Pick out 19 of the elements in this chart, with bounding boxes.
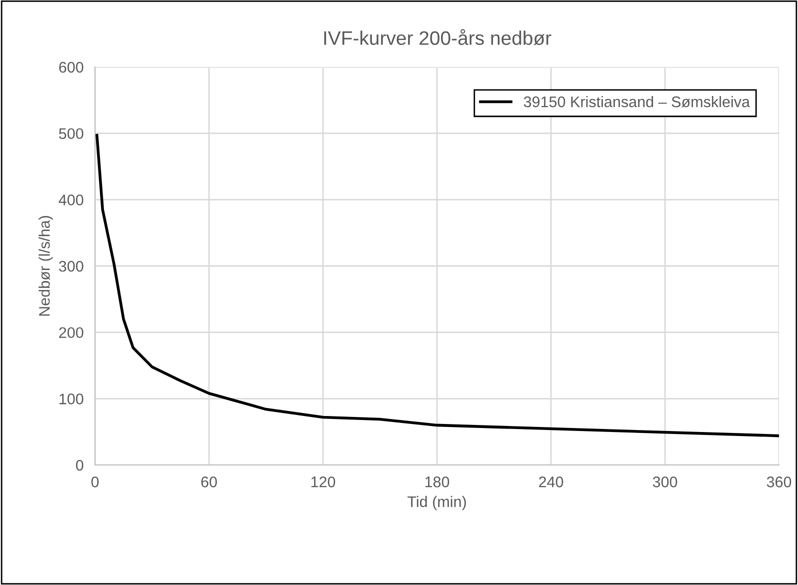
- line-series: [96, 134, 779, 438]
- x-tick-label: 240: [539, 476, 564, 488]
- x-tick-label: 180: [425, 476, 450, 488]
- x-tick-label: 300: [652, 476, 678, 488]
- x-axis-title: Tid (min): [408, 496, 466, 510]
- legend-label: 39150 Kristiansand – Sømskleiva: [524, 96, 750, 108]
- y-tick-label: 100: [60, 394, 84, 404]
- x-tick-label: 60: [201, 476, 217, 488]
- chart-title: IVF-kurver 200-års nedbør: [324, 29, 552, 46]
- y-tick-label: 0: [76, 460, 84, 471]
- y-tick-label: 200: [59, 327, 84, 338]
- x-tick-label: 0: [91, 476, 99, 488]
- y-tick-label: 400: [58, 194, 84, 206]
- x-tick-label: 120: [311, 476, 336, 488]
- y-tick-label: 600: [59, 62, 84, 73]
- y-tick-label: 500: [59, 128, 84, 140]
- x-tick-label: 360: [766, 476, 792, 488]
- y-tick-label: 300: [58, 260, 84, 272]
- y-axis-title: Nedbør (l/s/ha): [38, 216, 53, 316]
